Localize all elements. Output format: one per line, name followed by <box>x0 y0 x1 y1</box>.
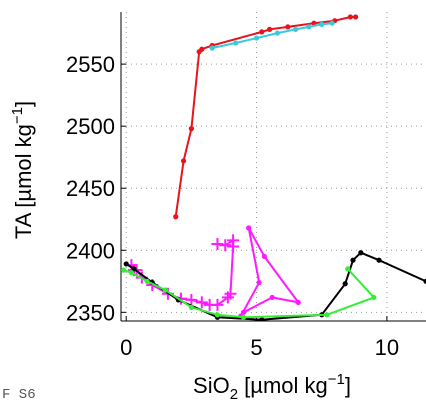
data-point <box>246 225 252 231</box>
y-axis-label: TA [µmol kg−1] <box>9 101 36 239</box>
data-point <box>259 317 265 321</box>
data-point-plus <box>211 238 224 251</box>
series-magenta-plus <box>125 234 240 311</box>
data-point <box>342 281 348 287</box>
data-point <box>371 294 377 301</box>
x-tick-label: 10 <box>375 335 399 360</box>
y-tick-labels: 2350 2400 2450 2500 2550 <box>66 52 115 325</box>
data-point <box>353 14 359 20</box>
data-point <box>162 287 168 293</box>
data-point <box>376 257 382 263</box>
series-magenta-dot <box>238 225 301 319</box>
data-point <box>266 26 273 32</box>
data-point <box>180 158 187 164</box>
data-point <box>253 35 260 41</box>
data-point <box>209 45 215 51</box>
data-point-plus <box>211 298 224 311</box>
data-point <box>350 257 356 263</box>
series-black-dot <box>123 250 426 321</box>
data-point <box>128 270 135 276</box>
series-line <box>125 251 426 321</box>
x-tick-label: 5 <box>250 335 262 360</box>
series-group <box>121 14 426 321</box>
data-point <box>293 26 299 32</box>
data-point <box>345 266 351 272</box>
data-point <box>347 14 354 20</box>
data-point <box>123 261 129 267</box>
series-green-dot <box>121 266 377 320</box>
series-line <box>239 227 300 317</box>
data-point <box>199 46 205 52</box>
data-point <box>261 253 267 260</box>
data-point <box>319 21 325 28</box>
data-point <box>131 266 137 272</box>
data-point <box>274 30 281 36</box>
x-tick-label: 0 <box>120 335 132 360</box>
data-point <box>324 312 330 318</box>
y-tick-label: 2400 <box>66 238 115 263</box>
data-point-plus <box>219 239 232 252</box>
data-point <box>121 267 127 273</box>
series-cyan-dot <box>209 20 335 51</box>
grid <box>121 12 426 321</box>
data-point <box>188 126 194 132</box>
data-point <box>240 309 247 315</box>
data-point <box>188 304 194 310</box>
data-point-plus <box>224 287 237 300</box>
x-axis-label: SiO2 [µmol kg−1] <box>193 371 351 403</box>
data-point <box>173 214 179 220</box>
y-tick-label: 2350 <box>66 300 115 325</box>
data-point-plus <box>185 293 198 306</box>
data-point <box>214 312 221 318</box>
data-point <box>256 279 262 286</box>
y-tick-label: 2550 <box>66 52 115 77</box>
series-red-dot <box>173 14 359 220</box>
data-point <box>306 24 312 30</box>
data-point <box>311 20 317 26</box>
data-point <box>259 29 265 35</box>
data-point <box>144 278 150 284</box>
y-tick-label: 2450 <box>66 176 115 201</box>
series-line <box>211 22 333 49</box>
y-tick-label: 2500 <box>66 114 115 139</box>
data-point-plus <box>195 296 208 309</box>
data-point <box>295 299 301 305</box>
data-point <box>285 24 291 30</box>
data-point-plus <box>227 234 240 247</box>
data-point <box>358 250 364 256</box>
x-tick-labels: 0 5 10 <box>120 335 399 360</box>
series-line <box>123 268 375 319</box>
data-point <box>329 20 335 26</box>
data-point <box>233 40 239 46</box>
data-point <box>240 314 247 320</box>
data-point <box>423 278 426 284</box>
stray-label: F S6 <box>2 387 36 403</box>
data-point <box>269 294 275 301</box>
